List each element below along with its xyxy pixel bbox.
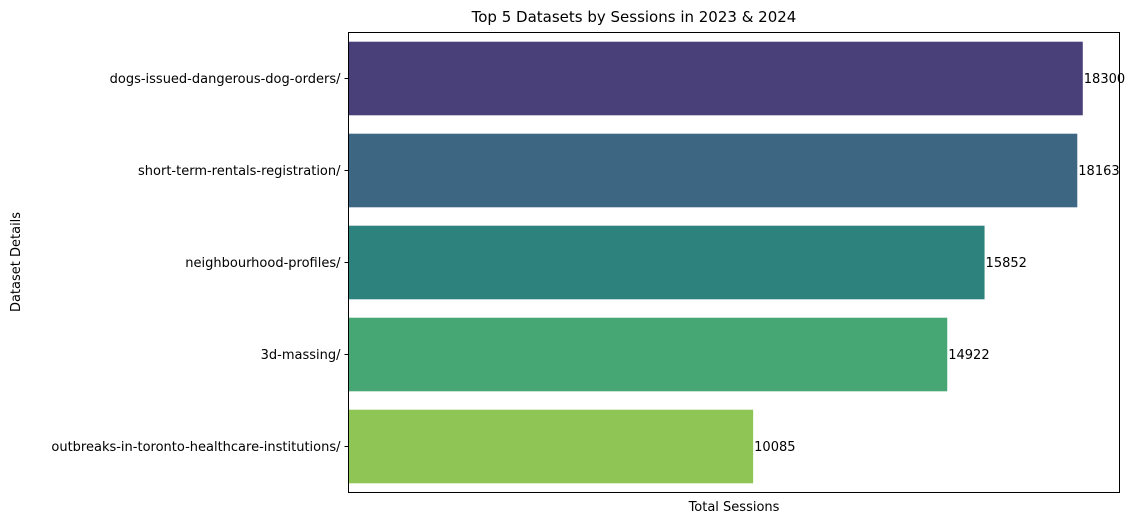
value-labels: 18300 18163 15852 14922 10085	[754, 72, 1125, 455]
plot-frame	[348, 32, 1120, 493]
bar-5	[348, 409, 754, 484]
chart-title: Top 5 Datasets by Sessions in 2023 & 202…	[471, 8, 797, 26]
value-label: 15852	[986, 256, 1027, 271]
category-tick-labels: dogs-issued-dangerous-dog-orders/short-t…	[51, 72, 349, 455]
y-axis-label: Dataset Details	[9, 212, 24, 312]
value-label: 10085	[754, 440, 795, 455]
x-axis-label: Total Sessions	[688, 500, 780, 515]
bar-3	[348, 225, 985, 300]
value-label: 18163	[1078, 164, 1119, 179]
category-label: outbreaks-in-toronto-healthcare-institut…	[51, 440, 341, 455]
category-label: neighbourhood-profiles/	[185, 256, 341, 271]
value-label: 18300	[1084, 72, 1125, 87]
category-label: 3d-massing/	[261, 348, 341, 363]
bars-group	[348, 41, 1083, 484]
bar-2	[348, 133, 1078, 208]
category-label: short-term-rentals-registration/	[138, 164, 341, 179]
bar-1	[348, 41, 1083, 116]
bar-4	[348, 317, 948, 392]
category-label: dogs-issued-dangerous-dog-orders/	[110, 72, 342, 87]
value-label: 14922	[948, 348, 989, 363]
